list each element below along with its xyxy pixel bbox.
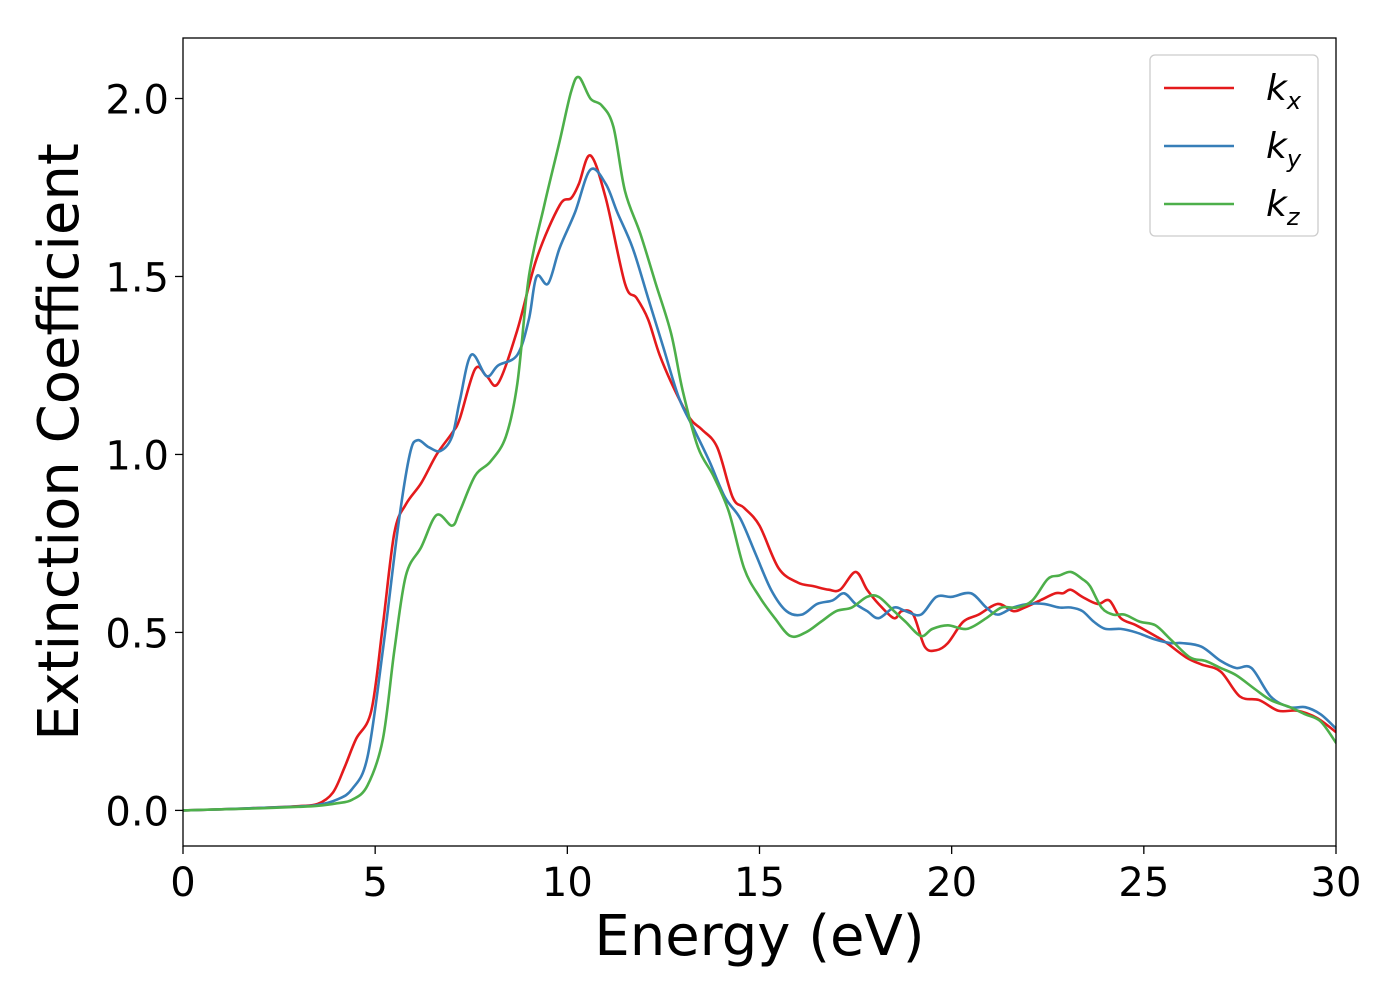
y-tick-label: 2.0	[105, 78, 169, 124]
y-axis-title: Extinction Coefficient	[27, 143, 92, 741]
y-tick-label: 1.0	[105, 433, 169, 479]
x-tick-label: 5	[362, 860, 387, 906]
series-lines	[183, 75, 1336, 812]
x-tick-label: 25	[1118, 860, 1169, 906]
legend-label-subscript: y	[1286, 145, 1302, 173]
legend-label-y: ky	[1266, 126, 1302, 173]
legend-label-main: k	[1266, 126, 1289, 167]
x-tick-label: 20	[926, 860, 977, 906]
legend-label-subscript: z	[1286, 203, 1301, 231]
legend-label-z: kz	[1266, 184, 1301, 231]
x-tick-label: 10	[542, 860, 593, 906]
series-line-y	[183, 167, 1336, 812]
y-tick-label: 1.5	[105, 255, 169, 301]
x-tick-label: 0	[170, 860, 195, 906]
y-axis: 0.0 0.5 1.0 1.5 2.0	[105, 78, 183, 835]
y-tick-label: 0.0	[105, 789, 169, 835]
x-axis: 0 5 10 15 20 25 30	[170, 846, 1361, 906]
x-tick-label: 15	[734, 860, 785, 906]
legend-label-x: kx	[1266, 68, 1302, 115]
series-line-x	[183, 154, 1336, 812]
x-axis-title: Energy (eV)	[594, 904, 924, 969]
x-tick-label: 30	[1311, 860, 1362, 906]
legend-label-subscript: x	[1286, 87, 1302, 115]
y-tick-label: 0.5	[105, 611, 169, 657]
legend-label-main: k	[1266, 184, 1289, 225]
series-line-z	[183, 75, 1336, 812]
legend-label-main: k	[1266, 68, 1289, 109]
